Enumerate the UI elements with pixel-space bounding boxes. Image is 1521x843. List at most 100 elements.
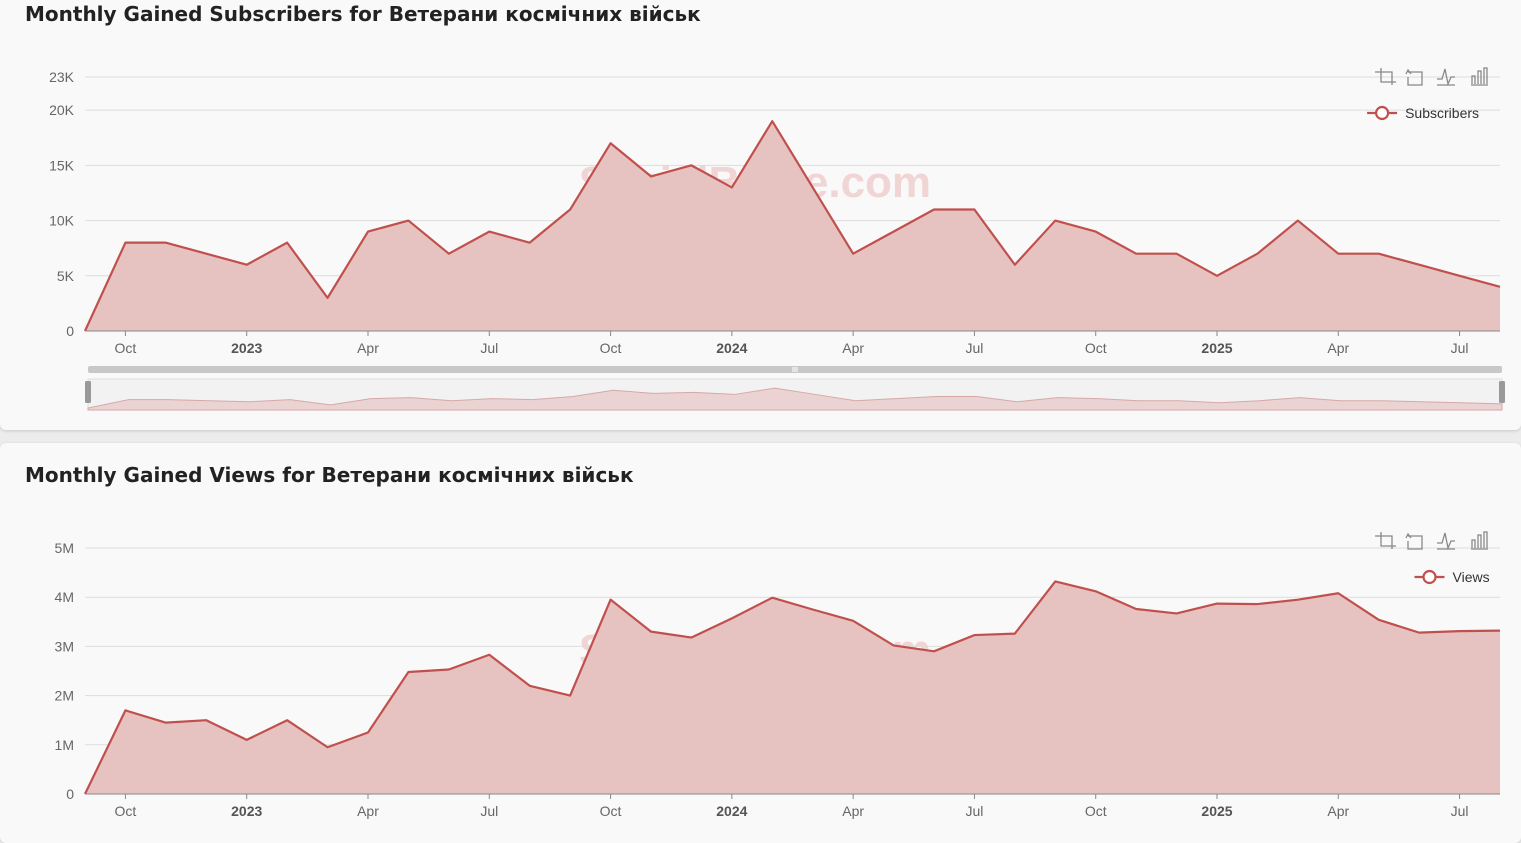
data-point[interactable]	[162, 719, 170, 727]
data-point[interactable]	[1051, 217, 1059, 225]
data-point[interactable]	[1294, 217, 1302, 225]
data-point[interactable]	[890, 228, 898, 236]
x-tick-label: Oct	[1085, 340, 1107, 356]
data-point[interactable]	[647, 172, 655, 180]
data-point[interactable]	[1456, 272, 1464, 280]
data-point[interactable]	[364, 729, 372, 737]
legend-marker	[1422, 569, 1437, 585]
y-tick-label: 5K	[57, 268, 75, 284]
data-point[interactable]	[1456, 627, 1464, 635]
legend-label: Subscribers	[1405, 105, 1479, 121]
line-chart-icon[interactable]	[1437, 532, 1455, 551]
data-point[interactable]	[1253, 250, 1261, 258]
line-chart-icon[interactable]	[1437, 68, 1455, 87]
data-point[interactable]	[1415, 629, 1423, 637]
data-point[interactable]	[283, 239, 291, 247]
data-point[interactable]	[970, 206, 978, 214]
data-point[interactable]	[566, 206, 574, 214]
zoom-slider-grip[interactable]	[792, 367, 798, 372]
data-point[interactable]	[445, 250, 453, 258]
data-point[interactable]	[607, 139, 615, 147]
data-point[interactable]	[162, 239, 170, 247]
data-point[interactable]	[243, 261, 251, 269]
data-point[interactable]	[1092, 587, 1100, 595]
series-area	[85, 121, 1500, 331]
data-point[interactable]	[728, 183, 736, 191]
data-point[interactable]	[647, 628, 655, 636]
data-point[interactable]	[970, 631, 978, 639]
y-tick-label: 5M	[55, 540, 74, 556]
data-point[interactable]	[485, 228, 493, 236]
data-point[interactable]	[930, 206, 938, 214]
data-point[interactable]	[1496, 283, 1504, 291]
data-point[interactable]	[1092, 228, 1100, 236]
data-point[interactable]	[1375, 250, 1383, 258]
data-point[interactable]	[1334, 250, 1342, 258]
data-point[interactable]	[1375, 616, 1383, 624]
series-line	[83, 120, 1501, 332]
data-point[interactable]	[1496, 627, 1504, 635]
data-point[interactable]	[121, 239, 129, 247]
data-point[interactable]	[687, 634, 695, 642]
x-tick-label: Apr	[1327, 803, 1349, 819]
data-point[interactable]	[930, 647, 938, 655]
bar-chart-icon[interactable]	[1471, 67, 1488, 86]
data-point[interactable]	[526, 239, 534, 247]
data-point[interactable]	[1173, 250, 1181, 258]
x-tick-label: 2023	[231, 803, 262, 819]
bar-chart-icon[interactable]	[1471, 531, 1488, 550]
data-point[interactable]	[768, 117, 776, 125]
data-point[interactable]	[849, 250, 857, 258]
data-point[interactable]	[404, 668, 412, 676]
data-point[interactable]	[202, 716, 210, 724]
x-tick-label: 2024	[716, 340, 747, 356]
data-point[interactable]	[1132, 250, 1140, 258]
data-point[interactable]	[687, 161, 695, 169]
x-tick-label: Apr	[842, 340, 864, 356]
data-point[interactable]	[1011, 261, 1019, 269]
data-point[interactable]	[1213, 272, 1221, 280]
data-point[interactable]	[485, 651, 493, 659]
zoom-reset-icon[interactable]	[1405, 68, 1423, 86]
data-point[interactable]	[768, 594, 776, 602]
data-point[interactable]	[324, 743, 332, 751]
data-point[interactable]	[728, 614, 736, 622]
data-point[interactable]	[202, 250, 210, 258]
data-point[interactable]	[566, 692, 574, 700]
data-point[interactable]	[890, 641, 898, 649]
data-point[interactable]	[404, 217, 412, 225]
y-tick-label: 2M	[55, 688, 74, 704]
data-point[interactable]	[324, 294, 332, 302]
data-point[interactable]	[1415, 261, 1423, 269]
data-point[interactable]	[121, 706, 129, 714]
zoom-icon[interactable]	[1375, 68, 1396, 85]
data-point[interactable]	[445, 666, 453, 674]
data-point[interactable]	[526, 682, 534, 690]
data-point[interactable]	[283, 716, 291, 724]
views-chart-card: Monthly Gained Views for Ветерани косміч…	[0, 443, 1521, 843]
data-point[interactable]	[849, 617, 857, 625]
zoom-icon[interactable]	[1375, 532, 1396, 549]
data-point[interactable]	[1173, 609, 1181, 617]
data-point[interactable]	[1132, 605, 1140, 613]
series-line	[84, 580, 1501, 795]
zoom-slider-handle-left[interactable]	[85, 381, 91, 403]
data-point[interactable]	[1213, 600, 1221, 608]
x-tick-label: Oct	[1085, 803, 1107, 819]
data-point[interactable]	[1334, 589, 1342, 597]
data-point[interactable]	[364, 228, 372, 236]
legend-marker	[1374, 105, 1390, 121]
legend[interactable]: Subscribers	[1367, 105, 1479, 121]
data-point[interactable]	[1011, 630, 1019, 638]
data-point[interactable]	[1294, 596, 1302, 604]
data-point[interactable]	[243, 736, 251, 744]
zoom-slider-handle-right[interactable]	[1499, 381, 1505, 403]
data-point[interactable]	[809, 183, 817, 191]
x-tick-label: Oct	[600, 803, 622, 819]
legend[interactable]: Views	[1414, 569, 1490, 585]
data-point[interactable]	[1051, 577, 1059, 585]
zoom-reset-icon[interactable]	[1405, 532, 1423, 550]
data-point[interactable]	[607, 596, 615, 604]
data-point[interactable]	[1253, 600, 1261, 608]
data-point[interactable]	[809, 606, 817, 614]
